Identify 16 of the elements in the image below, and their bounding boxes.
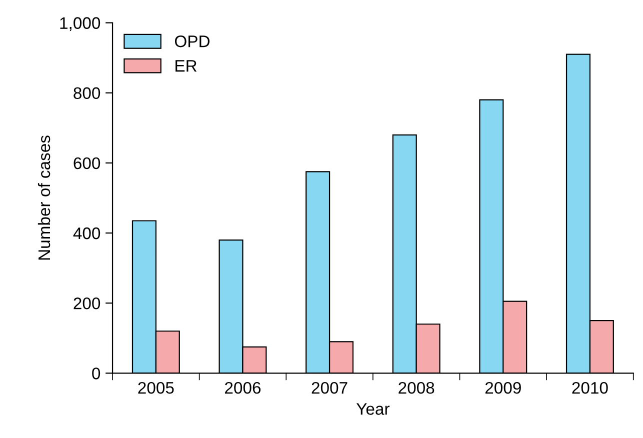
x-tick-label: 2008 (398, 382, 434, 394)
x-tick-label: 2007 (312, 382, 348, 394)
y-tick-label: 600 (74, 157, 100, 170)
y-tick-label: 200 (74, 297, 100, 310)
y-tick-label: 0 (92, 368, 100, 380)
y-axis-title: Number of cases (38, 136, 50, 260)
legend-label: ER (176, 60, 197, 72)
x-tick-label: 2005 (138, 382, 174, 394)
x-tick-label: 2006 (225, 382, 261, 394)
legend-label: OPD (174, 35, 210, 48)
y-tick-label: 800 (74, 87, 100, 100)
y-tick-label: 400 (73, 227, 100, 240)
x-tick-label: 2010 (572, 382, 608, 394)
x-axis-title: Year (356, 403, 390, 415)
y-tick-label: 1,000 (60, 17, 100, 31)
x-tick-label: 2009 (485, 382, 521, 394)
